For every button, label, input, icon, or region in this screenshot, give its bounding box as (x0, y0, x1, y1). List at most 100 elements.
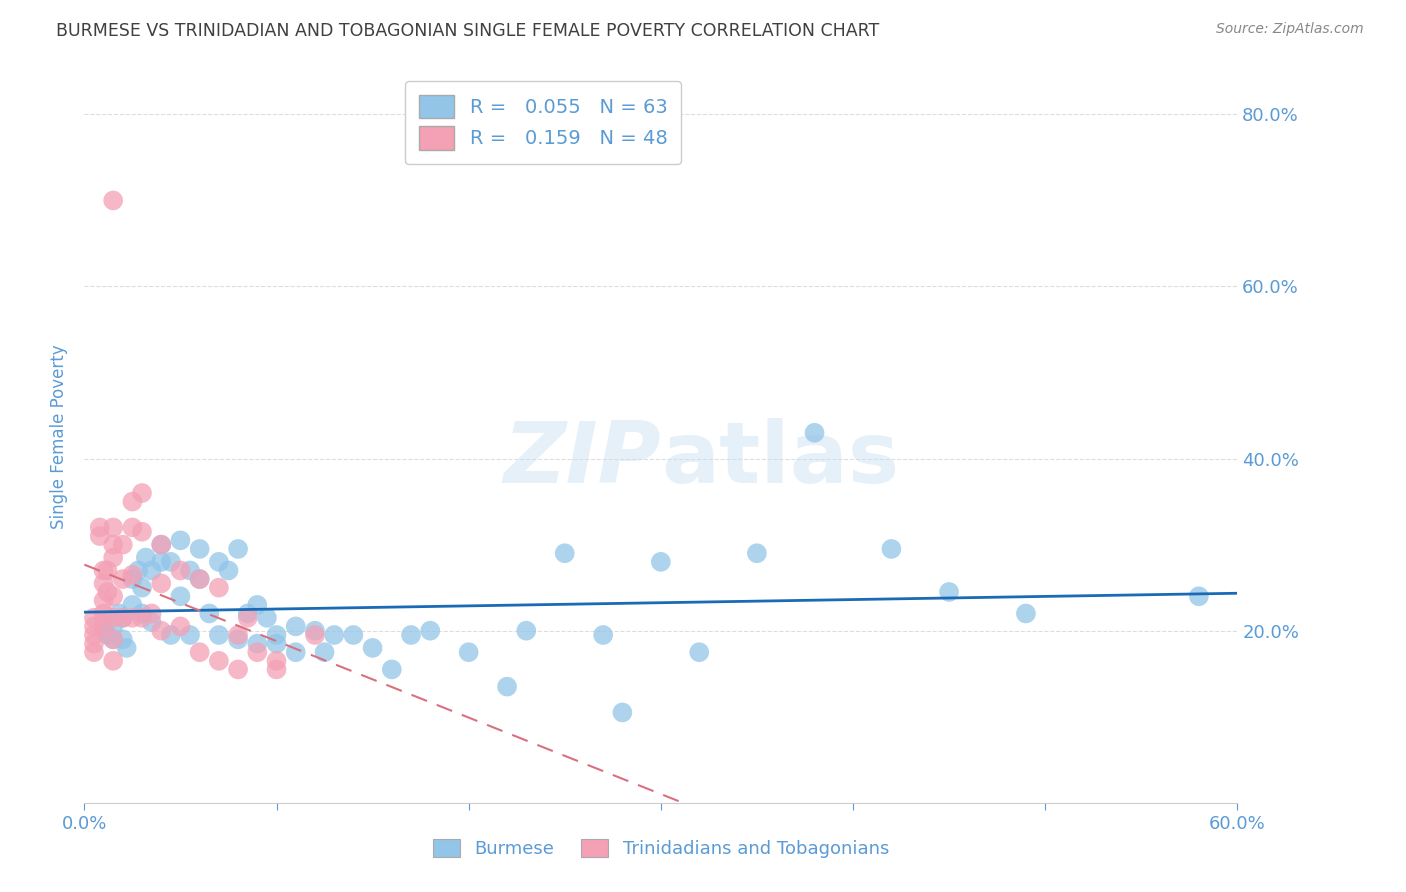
Point (592, 628, 614, 642)
Point (150, 538, 173, 552)
Point (188, 541, 211, 556)
Point (111, 611, 134, 625)
Point (93, 619, 115, 633)
Point (314, 645, 336, 659)
Point (93, 624, 115, 638)
Point (226, 541, 249, 556)
Point (266, 662, 288, 676)
Point (803, 425, 825, 440)
Point (111, 611, 134, 625)
Point (103, 550, 124, 565)
Point (208, 555, 231, 569)
Point (323, 628, 346, 642)
Point (419, 624, 441, 638)
Point (131, 524, 153, 539)
Point (141, 607, 163, 621)
Point (150, 624, 173, 638)
Point (121, 611, 143, 625)
Text: atlas: atlas (661, 417, 898, 500)
Point (246, 645, 269, 659)
Point (103, 589, 124, 603)
Y-axis label: Single Female Poverty: Single Female Poverty (51, 345, 69, 529)
Point (246, 598, 269, 612)
Point (93, 607, 115, 621)
Point (121, 520, 143, 534)
Point (246, 637, 269, 651)
Point (688, 645, 710, 659)
Point (179, 628, 201, 642)
Point (89, 529, 111, 543)
Point (284, 645, 307, 659)
Text: Source: ZipAtlas.com: Source: ZipAtlas.com (1216, 22, 1364, 37)
Point (96, 628, 118, 642)
Point (108, 607, 131, 621)
Point (169, 564, 191, 578)
Point (650, 555, 672, 569)
Point (150, 555, 173, 569)
Point (121, 567, 143, 582)
Point (745, 546, 768, 560)
Point (496, 680, 519, 694)
Point (256, 611, 278, 625)
Point (169, 589, 191, 603)
Point (381, 662, 404, 676)
Point (188, 572, 211, 586)
Point (131, 611, 153, 625)
Point (160, 628, 183, 642)
Point (141, 615, 163, 629)
Point (83, 611, 105, 625)
Point (93, 593, 115, 607)
Point (89, 520, 111, 534)
Point (226, 662, 249, 676)
Point (111, 572, 134, 586)
Point (515, 624, 537, 638)
Point (361, 640, 384, 655)
Point (236, 607, 259, 621)
Point (160, 555, 183, 569)
Point (169, 533, 191, 548)
Point (218, 564, 240, 578)
Point (457, 645, 479, 659)
Point (131, 581, 153, 595)
Point (150, 576, 173, 591)
Point (266, 637, 288, 651)
Point (121, 494, 143, 508)
Point (304, 624, 326, 638)
Point (131, 486, 153, 500)
Point (141, 564, 163, 578)
Point (96, 585, 118, 599)
Point (880, 541, 903, 556)
Point (111, 538, 134, 552)
Point (83, 628, 105, 642)
Point (135, 550, 157, 565)
Point (127, 564, 149, 578)
Point (121, 572, 143, 586)
Point (103, 632, 124, 647)
Text: BURMESE VS TRINIDADIAN AND TOBAGONIAN SINGLE FEMALE POVERTY CORRELATION CHART: BURMESE VS TRINIDADIAN AND TOBAGONIAN SI… (56, 22, 880, 40)
Point (612, 706, 634, 720)
Point (83, 645, 105, 659)
Point (121, 598, 143, 612)
Point (115, 640, 138, 655)
Point (103, 520, 124, 534)
Point (208, 628, 231, 642)
Point (304, 628, 326, 642)
Point (266, 628, 288, 642)
Point (226, 632, 249, 647)
Point (83, 637, 105, 651)
Point (83, 619, 105, 633)
Point (188, 572, 211, 586)
Point (198, 607, 221, 621)
Legend: Burmese, Trinidadians and Tobagonians: Burmese, Trinidadians and Tobagonians (423, 830, 898, 867)
Point (226, 628, 249, 642)
Point (96, 564, 118, 578)
Point (150, 538, 173, 552)
Point (103, 619, 124, 633)
Point (93, 576, 115, 591)
Point (399, 628, 422, 642)
Point (169, 619, 191, 633)
Point (103, 632, 124, 647)
Point (284, 619, 307, 633)
Point (342, 628, 364, 642)
Point (236, 611, 259, 625)
